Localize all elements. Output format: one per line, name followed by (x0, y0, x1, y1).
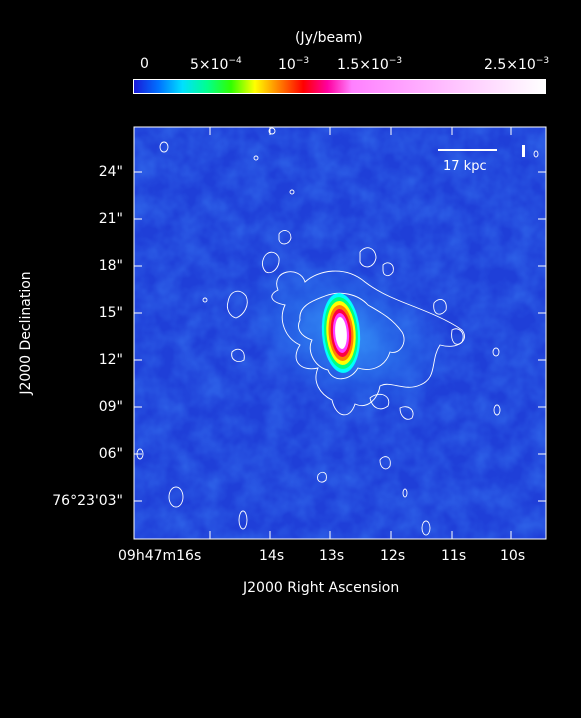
y-tick-label: 24" (98, 164, 123, 180)
contour-blob-g (231, 348, 245, 363)
colorbar-unit-label: (Jy/beam) (295, 30, 363, 46)
contour-blob-s (402, 488, 408, 498)
colorbar-tick-1: 5×10−4 (190, 56, 242, 73)
y-tick-label: 18" (98, 258, 123, 274)
contour-blob-u (253, 155, 259, 161)
contour-blob-o (421, 520, 431, 536)
y-tick-label: 06" (98, 446, 123, 462)
x-tick-label: 11s (441, 548, 467, 564)
contour-blob-e (433, 299, 447, 315)
colorbar-tick-4: 2.5×10−3 (484, 56, 550, 73)
x-tick-label: 14s (259, 548, 285, 564)
x-tick-label: 10s (500, 548, 526, 564)
contour-blob-k (317, 471, 327, 483)
contour-blob-b (278, 230, 292, 245)
contour-outer (271, 270, 465, 416)
contour-blob-n (493, 404, 501, 416)
y-tick-label: 15" (98, 305, 123, 321)
map-frame (133, 126, 547, 540)
beam-marker (522, 145, 525, 157)
contour-blob-v (268, 127, 276, 135)
contour-blob-h (369, 393, 390, 410)
x-tick-label: 13s (319, 548, 345, 564)
contour-blob-f (451, 328, 464, 345)
colorbar (133, 79, 546, 94)
contour-blob-d (382, 262, 394, 277)
contour-blob-x (533, 150, 539, 158)
x-axis-title: J2000 Right Ascension (243, 580, 400, 596)
y-tick-label: 21" (98, 211, 123, 227)
core-ring (335, 317, 347, 349)
contour-blob-j (379, 456, 391, 470)
contour-blob-t (289, 189, 295, 195)
core-source (321, 293, 361, 373)
y-tick-label: 12" (98, 352, 123, 368)
contour-blob-i (399, 406, 414, 420)
x-tick-label: 09h47m16s (118, 548, 202, 564)
scale-bar-label: 17 kpc (443, 159, 487, 174)
contour-blob-p (159, 141, 169, 153)
x-tick-label: 12s (380, 548, 406, 564)
contour-blob-w (202, 297, 208, 303)
contour-blob-l (168, 486, 184, 508)
colorbar-tick-2: 10−3 (278, 56, 310, 73)
colorbar-tick-3: 1.5×10−3 (337, 56, 403, 73)
contour-blob-a (262, 251, 280, 274)
colorbar-tick-0: 0 (140, 56, 149, 72)
contour-arm-left (226, 290, 248, 319)
contour-blob-m (238, 510, 248, 530)
axis-ticks (134, 127, 546, 539)
contour-blob-r (492, 347, 500, 357)
y-axis-title: J2000 Declination (18, 271, 34, 395)
y-tick-label: 76°23'03" (52, 493, 123, 509)
contour-blob-c (359, 247, 377, 268)
y-tick-label: 09" (98, 399, 123, 415)
